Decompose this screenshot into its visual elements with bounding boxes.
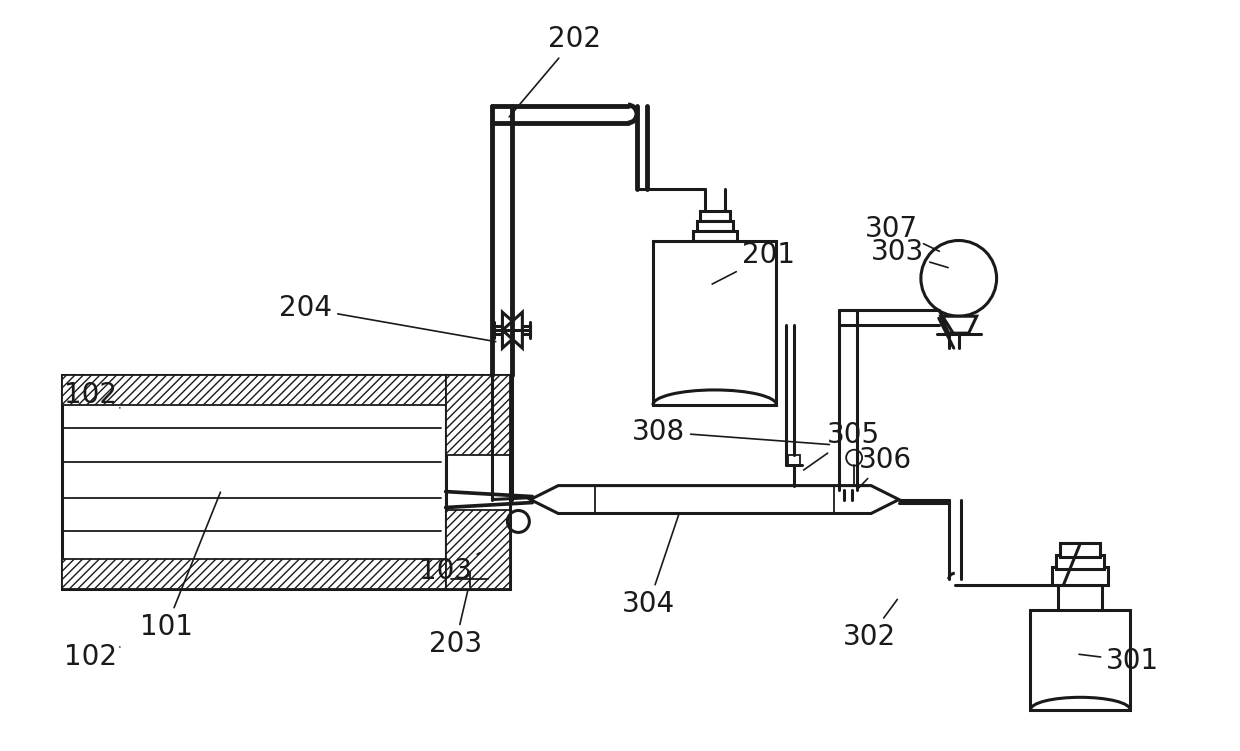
- Text: 307: 307: [866, 215, 939, 252]
- Bar: [699, 210, 729, 221]
- Bar: [697, 221, 733, 231]
- Text: 304: 304: [622, 514, 678, 618]
- Bar: [62, 559, 445, 590]
- Text: 308: 308: [632, 418, 830, 446]
- Bar: [495, 326, 502, 334]
- Text: 103: 103: [419, 553, 480, 585]
- Bar: [1030, 610, 1130, 710]
- Bar: [445, 509, 511, 590]
- Polygon shape: [941, 316, 977, 333]
- Text: 203: 203: [429, 590, 482, 658]
- Text: 101: 101: [140, 492, 221, 641]
- Bar: [789, 454, 800, 465]
- Text: 102: 102: [64, 381, 120, 409]
- Bar: [653, 240, 776, 405]
- Text: 301: 301: [1079, 647, 1159, 675]
- Bar: [693, 231, 737, 240]
- Text: 204: 204: [279, 294, 496, 342]
- Text: 305: 305: [804, 421, 880, 470]
- Text: 102: 102: [64, 643, 120, 671]
- Text: 303: 303: [870, 239, 949, 267]
- Bar: [522, 326, 531, 334]
- Polygon shape: [502, 312, 522, 348]
- Bar: [445, 375, 511, 454]
- Bar: [62, 375, 445, 590]
- Bar: [445, 375, 511, 590]
- Bar: [1053, 567, 1109, 585]
- Polygon shape: [531, 486, 899, 514]
- Text: 306: 306: [859, 445, 913, 487]
- Bar: [62, 375, 445, 405]
- Text: 201: 201: [712, 241, 795, 284]
- Bar: [1056, 555, 1104, 569]
- Text: 302: 302: [843, 599, 898, 651]
- Bar: [1060, 544, 1100, 557]
- Polygon shape: [502, 312, 522, 348]
- Text: 202: 202: [510, 26, 601, 117]
